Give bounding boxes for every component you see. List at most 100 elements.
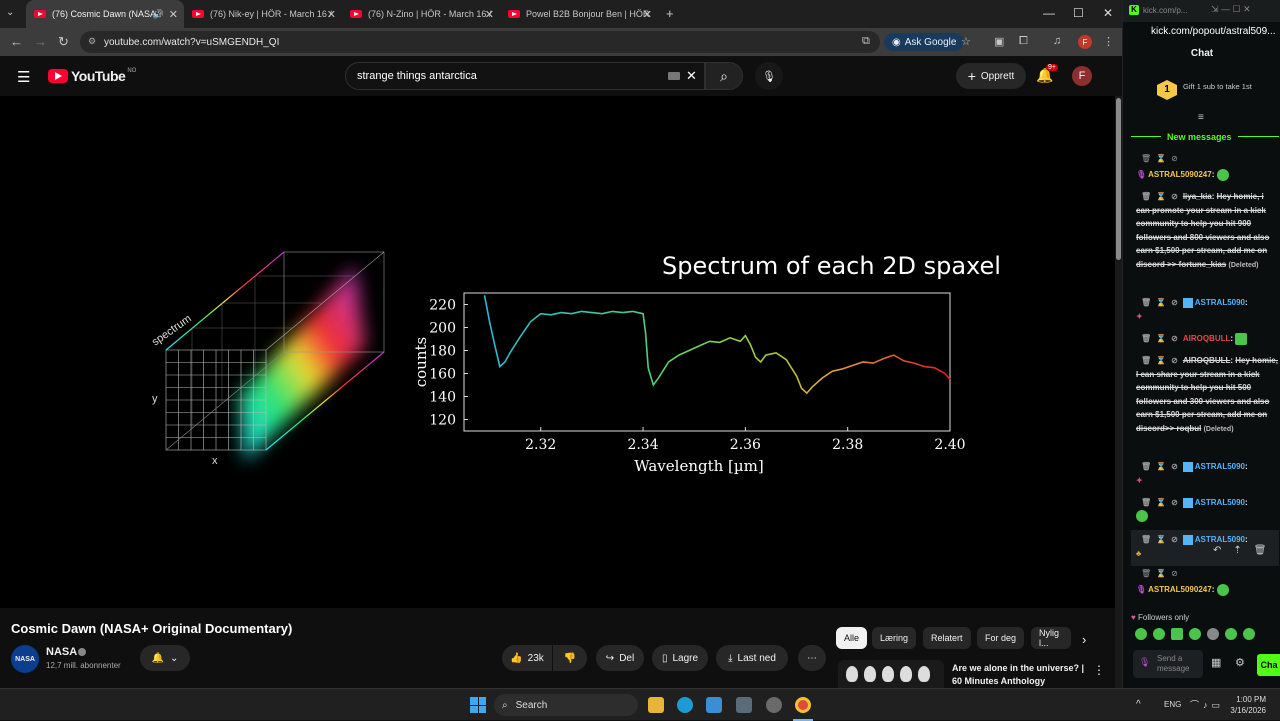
- recommendation-title[interactable]: Are we alone in the universe? | 60 Minut…: [952, 662, 1084, 688]
- tray-expand-icon[interactable]: ^: [1136, 699, 1141, 710]
- chat-username[interactable]: ASTRAL5090247: [1148, 585, 1212, 594]
- emote-icon[interactable]: [1135, 628, 1147, 640]
- maximize-icon[interactable]: ☐: [1073, 6, 1084, 20]
- input-language[interactable]: ENG: [1164, 700, 1182, 709]
- emote-icon[interactable]: [1243, 628, 1255, 640]
- mod-action-icons[interactable]: 🗑⌛⊘: [1141, 192, 1183, 201]
- tab-search-icon[interactable]: ▣: [994, 36, 1005, 48]
- tray-status-icons[interactable]: ⌒♪▭: [1190, 700, 1225, 710]
- search-button[interactable]: ⌕: [705, 62, 743, 90]
- recommendation-thumbnail[interactable]: [838, 660, 944, 688]
- media-control-icon[interactable]: ♫: [1053, 35, 1062, 47]
- mod-action-icons[interactable]: 🗑⌛⊘: [1141, 535, 1183, 544]
- chat-username[interactable]: AIROQBULL: [1182, 356, 1231, 365]
- filter-icon[interactable]: ≡: [1198, 112, 1204, 123]
- chat-url[interactable]: kick.com/popout/astral509...: [1151, 26, 1276, 37]
- close-window-icon[interactable]: ✕: [1103, 6, 1114, 20]
- download-button[interactable]: ⤓ Last ned: [716, 645, 788, 671]
- recommendation-menu-icon[interactable]: ⋮: [1093, 663, 1105, 677]
- save-button[interactable]: ▯ Lagre: [652, 645, 708, 671]
- tab-powel[interactable]: Powel B2B Bonjour Ben | HÖR ✕: [500, 0, 658, 28]
- mod-action-icons[interactable]: 🗑⌛⊘: [1141, 154, 1183, 163]
- chat-username[interactable]: ASTRAL5090: [1194, 535, 1246, 544]
- clock[interactable]: 1:00 PM 3/16/2026: [1222, 694, 1266, 716]
- channel-name[interactable]: NASA: [46, 646, 78, 658]
- speaker-icon[interactable]: 🔊: [152, 8, 164, 19]
- file-explorer-icon[interactable]: [648, 697, 664, 713]
- tab-nik-ey[interactable]: (76) Nik-ey | HÖR - March 16 / ✕: [184, 0, 342, 28]
- hamburger-menu-icon[interactable]: ☰: [17, 69, 31, 86]
- app-icon[interactable]: [706, 697, 722, 713]
- chip-related[interactable]: Relatert: [923, 627, 971, 649]
- chat-message-input[interactable]: 🎙 Send a message: [1133, 650, 1203, 678]
- chat-username[interactable]: ASTRAL5090: [1194, 298, 1246, 307]
- emote-bar[interactable]: [1135, 628, 1255, 640]
- message-hover-actions[interactable]: ↶⇡🗑: [1213, 545, 1279, 556]
- mod-action-icons[interactable]: 🗑⌛⊘: [1141, 334, 1183, 343]
- mod-action-icons[interactable]: 🗑⌛⊘: [1141, 462, 1183, 471]
- new-tab-icon[interactable]: +: [666, 6, 674, 21]
- app-icon[interactable]: [736, 697, 752, 713]
- video-player[interactable]: spectrum y x Spectrum of each 2D spaxel …: [0, 96, 1115, 608]
- chat-settings-icon[interactable]: ⚙: [1235, 657, 1245, 669]
- back-icon[interactable]: ←: [10, 34, 23, 49]
- mod-action-icons[interactable]: 🗑⌛⊘: [1141, 569, 1183, 578]
- chip-all[interactable]: Alle: [836, 627, 868, 649]
- ask-google-button[interactable]: ◉ Ask Google: [884, 33, 965, 51]
- tab-close-icon[interactable]: ✕: [168, 8, 178, 21]
- emote-icon[interactable]: [1171, 628, 1183, 640]
- tab-close-icon[interactable]: ✕: [484, 8, 494, 21]
- app-icon[interactable]: [766, 697, 782, 713]
- voice-search-button[interactable]: 🎙: [755, 62, 783, 90]
- minimize-icon[interactable]: —: [1043, 6, 1055, 20]
- mod-action-icons[interactable]: 🗑⌛⊘: [1141, 356, 1183, 365]
- start-menu-icon[interactable]: [470, 697, 486, 713]
- clear-search-icon[interactable]: ✕: [686, 68, 697, 83]
- share-button[interactable]: ↪ Del: [596, 645, 644, 671]
- search-input[interactable]: strange things antarctica ✕: [345, 62, 705, 90]
- tab-cosmic-dawn[interactable]: (76) Cosmic Dawn (NASA+ 🔊 ✕: [26, 0, 184, 28]
- chips-next-icon[interactable]: ›: [1082, 632, 1087, 647]
- tab-close-icon[interactable]: ✕: [326, 8, 336, 21]
- chip-learning[interactable]: Læring: [872, 627, 917, 649]
- mod-action-icons[interactable]: 🗑⌛⊘: [1141, 498, 1183, 507]
- url-field[interactable]: ⚙ youtube.com/watch?v=uSMGENDH_QI: [80, 31, 880, 53]
- chat-username[interactable]: ASTRAL5090: [1194, 462, 1246, 471]
- chrome-icon[interactable]: [795, 697, 811, 713]
- mod-action-icons[interactable]: 🗑⌛⊘: [1141, 298, 1183, 307]
- keyboard-icon[interactable]: [668, 72, 680, 80]
- browser-menu-icon[interactable]: ⋮: [1103, 36, 1114, 48]
- chat-username[interactable]: AIROQBULL: [1182, 334, 1231, 343]
- youtube-logo[interactable]: YouTube NO: [48, 68, 136, 84]
- tab-close-icon[interactable]: ✕: [642, 8, 652, 21]
- chat-window-controls[interactable]: ⇲ — ☐ ✕: [1211, 4, 1251, 14]
- create-button[interactable]: + Opprett: [956, 63, 1026, 89]
- chat-username[interactable]: ASTRAL5090: [1194, 498, 1246, 507]
- chip-recent[interactable]: Nylig l...: [1031, 627, 1071, 649]
- chat-username[interactable]: ASTRAL5090247: [1148, 170, 1212, 179]
- emote-picker-icon[interactable]: ▦: [1211, 657, 1222, 669]
- reload-icon[interactable]: ↻: [58, 34, 69, 49]
- emote-icon[interactable]: [1225, 628, 1237, 640]
- gift-sub-text[interactable]: Gift 1 sub to take 1st: [1183, 82, 1252, 91]
- notifications-bell-icon[interactable]: 🔔: [1036, 67, 1054, 83]
- account-avatar[interactable]: F: [1072, 66, 1092, 86]
- install-app-icon[interactable]: ⧉: [862, 35, 870, 47]
- tab-n-zino[interactable]: (76) N-Zino | HÖR - March 16 / ✕: [342, 0, 500, 28]
- like-button[interactable]: 👍 23k: [502, 645, 552, 671]
- bookmark-star-icon[interactable]: ☆: [961, 36, 971, 48]
- notification-bell-button[interactable]: 🔔 ⌄: [140, 645, 190, 671]
- profile-avatar[interactable]: F: [1078, 35, 1092, 49]
- site-info-icon[interactable]: ⚙: [88, 36, 97, 46]
- taskbar-search[interactable]: ⌕ Search: [494, 694, 638, 716]
- send-chat-button[interactable]: Cha: [1257, 654, 1280, 676]
- tab-search-icon[interactable]: ⌄: [6, 7, 15, 18]
- chip-for-you[interactable]: For deg: [977, 627, 1025, 649]
- chat-username[interactable]: liya_kia: [1182, 192, 1212, 201]
- edge-icon[interactable]: [677, 697, 693, 713]
- forward-icon[interactable]: →: [34, 34, 47, 49]
- emote-icon[interactable]: [1207, 628, 1219, 640]
- nasa-channel-avatar[interactable]: NASA: [11, 645, 39, 673]
- extensions-icon[interactable]: ⧠: [1019, 35, 1028, 47]
- scrollbar-thumb[interactable]: [1116, 98, 1121, 260]
